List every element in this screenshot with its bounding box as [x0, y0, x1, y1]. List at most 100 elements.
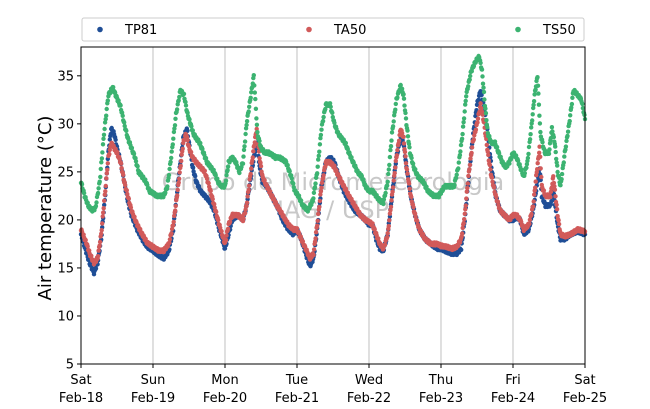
point-TS50-205 [185, 110, 190, 116]
point-TA50-600 [387, 211, 393, 216]
point-TA50-180 [171, 223, 176, 228]
point-TS50-607 [393, 101, 398, 107]
point-TA50-79 [118, 161, 124, 166]
point-TA50-191 [176, 180, 181, 185]
point-TS50-622 [401, 92, 406, 97]
point-TA50-627 [401, 141, 407, 146]
point-TA50-318 [241, 216, 246, 221]
point-TA50-51 [105, 167, 110, 172]
point-TA50-36 [97, 243, 102, 248]
point-TS50-775 [480, 74, 485, 79]
point-TA50-797 [490, 179, 495, 184]
point-TS50-592 [385, 179, 390, 184]
point-TA50-638 [407, 186, 412, 191]
point-TA50-742 [461, 220, 466, 226]
point-TS50-458 [315, 171, 320, 176]
point-TS50-46 [102, 120, 108, 125]
point-TS50-725 [454, 172, 459, 177]
point-TA50-37 [97, 239, 103, 245]
point-TS50-318 [242, 139, 248, 144]
point-TS50-616 [398, 82, 403, 88]
point-TS50-600 [389, 130, 395, 135]
point-TS50-626 [403, 110, 408, 116]
plot-frame [80, 46, 586, 365]
point-TS50-473 [323, 106, 328, 112]
point-TS50-733 [458, 142, 464, 148]
point-TA50-896 [541, 188, 547, 193]
point-TA50-55 [107, 151, 112, 157]
point-TS50-311 [239, 164, 244, 170]
point-TS50-619 [399, 86, 405, 92]
point-TS50-516 [345, 146, 350, 152]
point-TA50-465 [317, 204, 322, 210]
point-TS50-163 [163, 190, 168, 195]
point-TA50-611 [393, 158, 398, 164]
point-TS50-920 [554, 156, 559, 162]
point-TS50-861 [524, 165, 529, 170]
point-TS50-65 [112, 90, 118, 95]
point-TS50-597 [388, 147, 393, 153]
point-TA50-921 [554, 202, 559, 207]
point-TS50-596 [387, 154, 393, 160]
point-TS50-464 [318, 136, 323, 141]
point-TA50-340 [252, 140, 257, 145]
point-TA50-607 [391, 178, 396, 183]
point-TS50-940 [564, 138, 569, 144]
point-TS50-949 [569, 105, 574, 110]
point-TA50-45 [102, 198, 107, 203]
point-TS50-912 [550, 129, 555, 134]
point-TA50-807 [495, 199, 501, 204]
point-TA50-634 [405, 171, 410, 176]
point-TS50-593 [386, 171, 391, 177]
point-TA50-852 [519, 219, 524, 225]
point-TS50-598 [388, 144, 394, 149]
legend: TP81 TA50 TS50 [81, 17, 585, 42]
point-TA50-455 [311, 247, 317, 252]
point-TS50-631 [405, 134, 411, 139]
point-TA50-755 [468, 156, 473, 161]
y-tick-label-25: 25 [57, 165, 74, 180]
point-TA50-336 [250, 155, 255, 160]
y-tick-label-15: 15 [57, 261, 74, 276]
point-TS50-936 [562, 154, 567, 159]
point-TA50-743 [462, 217, 467, 222]
point-TA50-94 [126, 196, 131, 201]
legend-marker-TP81 [97, 26, 103, 33]
point-TP81-223 [193, 173, 198, 179]
point-TA50-333 [249, 166, 254, 171]
y-tick-label-30: 30 [57, 117, 74, 132]
series-TS50 [78, 53, 588, 214]
point-TA50-98 [128, 205, 134, 210]
point-TA50-884 [535, 161, 540, 166]
point-TA50-173 [167, 240, 172, 246]
x-tick-label-day-5: Thu [428, 373, 453, 388]
point-TA50-747 [464, 196, 469, 201]
point-TA50-80 [119, 165, 124, 171]
point-TA50-916 [551, 180, 557, 186]
point-TA50-199 [180, 146, 185, 151]
point-TS50-736 [460, 131, 465, 137]
point-TA50-459 [313, 230, 319, 235]
point-TA50-919 [553, 194, 558, 199]
point-TA50-52 [105, 161, 111, 166]
legend-marker-TS50 [515, 26, 521, 33]
point-TS50-317 [242, 144, 247, 149]
point-TA50-72 [115, 150, 120, 156]
point-TA50-751 [466, 173, 471, 179]
point-TA50-209 [185, 137, 190, 143]
point-TA50-630 [403, 154, 408, 159]
point-TS50-284 [225, 168, 230, 173]
point-TS50-728 [456, 166, 461, 171]
point-TS50-319 [243, 131, 248, 137]
point-TA50-603 [389, 198, 394, 203]
point-TA50-915 [551, 174, 556, 179]
point-TS50-91 [126, 136, 131, 142]
point-TS50-84 [122, 123, 127, 129]
point-TS50-610 [395, 95, 400, 100]
point-TA50-56 [107, 147, 113, 153]
point-TS50-41 [100, 150, 105, 155]
point-TS50-189 [177, 94, 182, 100]
point-TA50-469 [319, 185, 324, 190]
point-TS50-483 [328, 104, 333, 110]
